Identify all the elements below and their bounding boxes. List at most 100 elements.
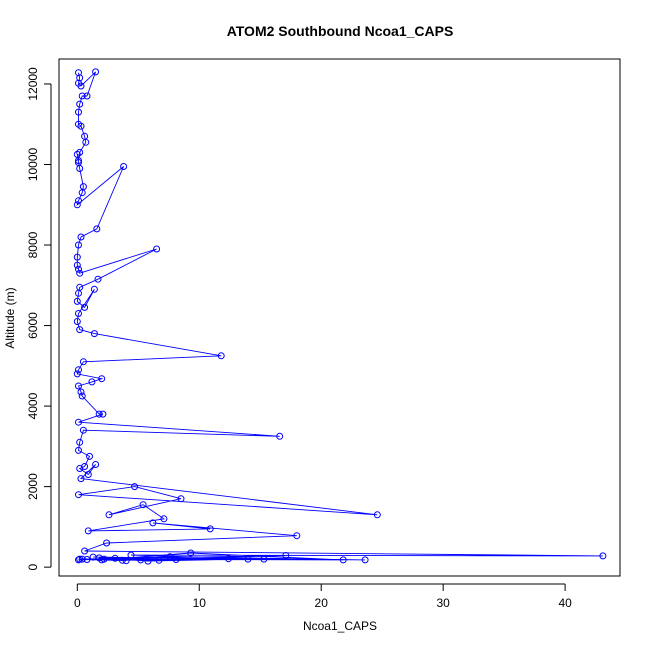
data-point: [122, 557, 130, 565]
data-point: [73, 201, 81, 209]
data-point: [77, 388, 85, 396]
x-tick-label: 0: [74, 596, 81, 610]
data-point: [75, 418, 82, 426]
data-point: [78, 189, 86, 197]
x-axis-label: Ncoa1_CAPS: [303, 619, 377, 633]
data-point: [94, 275, 102, 283]
x-tick-label: 40: [558, 596, 572, 610]
data-point: [73, 261, 81, 269]
data-point: [84, 471, 92, 478]
series-line: [76, 71, 603, 562]
data-point: [120, 163, 128, 170]
data-point: [86, 452, 93, 460]
data-point: [75, 556, 82, 564]
data-point: [75, 265, 82, 273]
data-point: [84, 527, 92, 535]
data-point: [76, 165, 84, 172]
x-tick-label: 20: [315, 596, 329, 610]
data-point: [81, 303, 89, 311]
y-tick-label: 12000: [26, 67, 40, 101]
data-point: [77, 475, 85, 483]
x-tick-label: 10: [193, 596, 207, 610]
data-point: [90, 285, 98, 293]
data-point: [100, 555, 108, 563]
data-point: [127, 551, 135, 559]
data-point: [73, 297, 81, 305]
data-point: [83, 556, 91, 563]
data-point: [75, 366, 82, 374]
data-point: [187, 549, 195, 557]
data-point: [75, 491, 82, 499]
data-point: [77, 233, 85, 241]
data-point: [75, 241, 82, 249]
data-point: [77, 122, 85, 130]
data-point: [155, 556, 163, 564]
y-tick-label: 0: [26, 563, 40, 570]
data-point: [99, 410, 107, 418]
data-point: [81, 547, 89, 555]
data-point: [361, 556, 369, 564]
data-point: [73, 253, 81, 261]
data-point: [260, 555, 268, 563]
data-point: [75, 446, 82, 454]
data-point: [599, 552, 607, 560]
plot-frame: [58, 58, 621, 577]
data-point: [244, 555, 252, 563]
data-point: [339, 556, 347, 564]
x-axis: 0 10 20 30 40: [74, 583, 572, 610]
data-point: [76, 269, 84, 277]
data-point: [172, 556, 180, 563]
data-point: [149, 519, 157, 527]
data-point: [98, 375, 106, 383]
data-point: [137, 556, 145, 564]
chart-title: ATOM2 Southbound Ncoa1_CAPS: [227, 23, 454, 39]
data-point: [75, 69, 82, 77]
data-point: [160, 515, 168, 523]
plot-area: [73, 68, 607, 565]
data-point: [88, 378, 96, 386]
y-tick-label: 8000: [26, 231, 40, 258]
data-point: [75, 310, 82, 317]
data-point: [139, 501, 147, 509]
data-point: [131, 483, 139, 491]
data-point: [78, 392, 86, 400]
data-point: [76, 74, 84, 82]
data-point: [166, 553, 174, 561]
data-point: [111, 554, 119, 562]
data-point: [144, 557, 152, 565]
data-point: [79, 426, 87, 434]
data-point: [76, 326, 84, 334]
y-axis: 0 2000 4000 6000 8000 10000 12000: [26, 67, 52, 570]
data-point: [76, 555, 84, 563]
data-point: [118, 556, 126, 564]
y-tick-label: 10000: [26, 147, 40, 181]
data-point: [217, 352, 225, 360]
data-point: [76, 465, 84, 472]
data-point: [82, 138, 90, 146]
data-point: [75, 197, 82, 205]
y-axis-label: Altitude (m): [3, 287, 17, 348]
data-point: [75, 108, 82, 116]
data-point: [75, 289, 82, 297]
data-point: [73, 318, 81, 325]
y-tick-label: 6000: [26, 312, 40, 339]
data-point: [79, 358, 87, 366]
data-point: [73, 150, 81, 158]
data-point: [373, 511, 381, 519]
data-point: [276, 432, 284, 440]
data-point: [75, 382, 82, 390]
data-point: [76, 438, 84, 446]
data-point: [206, 525, 214, 533]
x-tick-label: 30: [436, 596, 450, 610]
data-point: [77, 82, 85, 90]
data-point: [103, 539, 111, 547]
data-point: [90, 330, 98, 338]
data-point: [78, 555, 86, 563]
data-point: [73, 370, 81, 378]
data-point: [225, 555, 232, 563]
data-point: [92, 68, 100, 76]
data-point: [76, 100, 84, 108]
y-tick-label: 4000: [26, 392, 40, 419]
data-point: [95, 410, 103, 418]
